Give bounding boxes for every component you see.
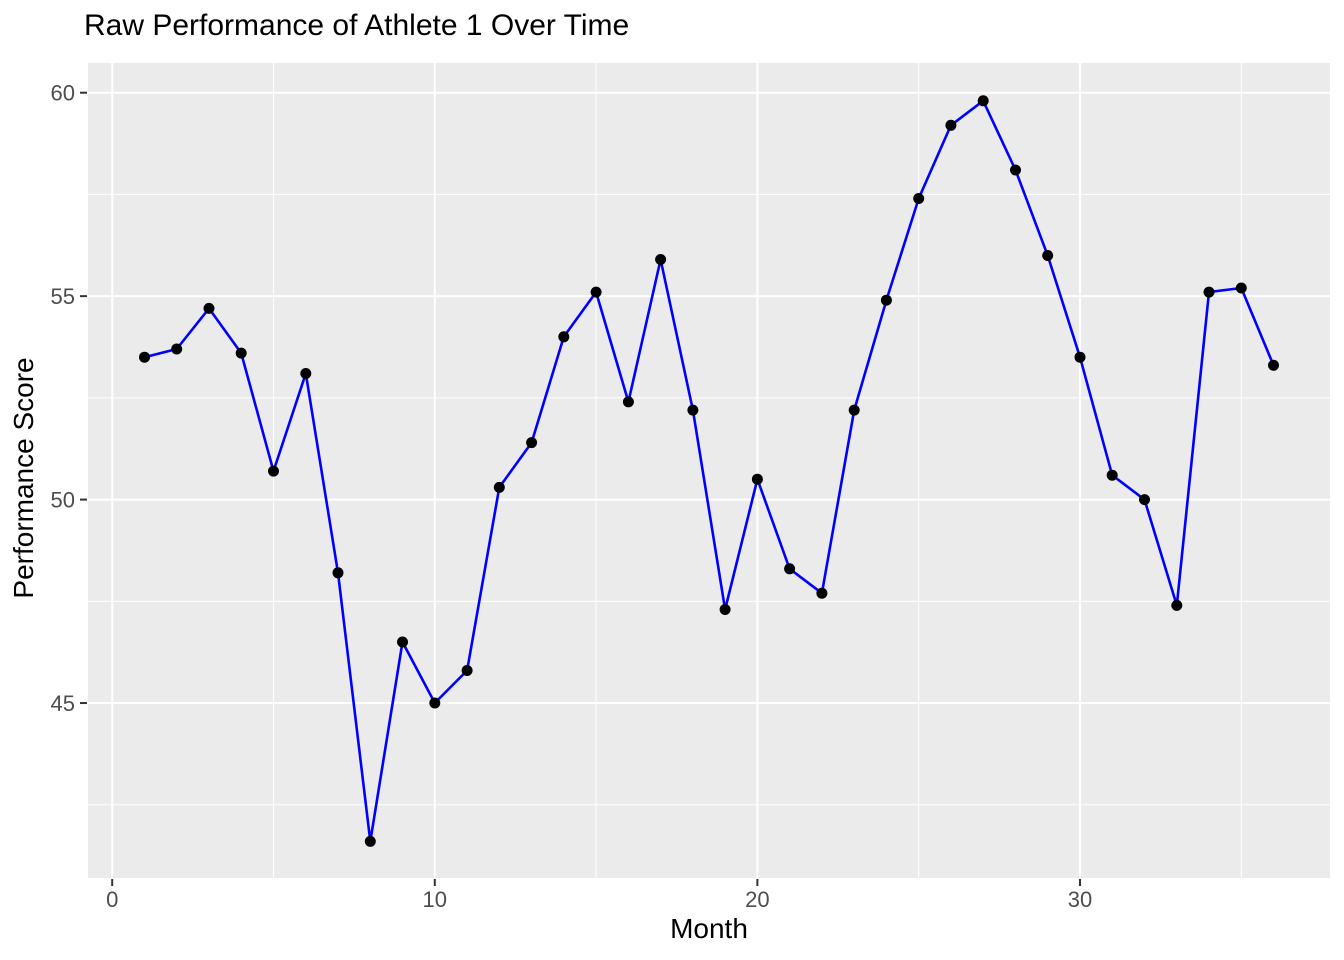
data-point — [880, 294, 892, 306]
data-point — [1074, 351, 1086, 363]
data-point — [655, 254, 667, 265]
x-tick-label: 30 — [1068, 887, 1092, 912]
x-tick-label: 10 — [423, 887, 447, 912]
data-point — [235, 347, 247, 359]
x-tick-label: 0 — [106, 887, 118, 912]
data-point — [1042, 250, 1054, 261]
data-point — [332, 567, 344, 579]
data-point — [1106, 469, 1118, 481]
data-point — [784, 563, 796, 575]
y-tick-label: 60 — [51, 81, 75, 106]
data-point — [558, 331, 570, 343]
x-tick-label: 20 — [745, 887, 769, 912]
data-point — [526, 437, 538, 449]
data-point — [977, 95, 989, 107]
data-point — [719, 604, 731, 615]
plot-panel — [88, 63, 1330, 878]
y-tick-label: 55 — [51, 284, 75, 309]
data-point — [493, 481, 505, 493]
data-point — [461, 665, 473, 676]
data-point — [1203, 286, 1215, 298]
y-tick-label: 45 — [51, 691, 75, 716]
y-axis-title: Performance Score — [8, 357, 39, 599]
data-point — [816, 587, 828, 599]
data-point — [203, 302, 215, 314]
data-point — [300, 368, 312, 379]
data-point — [590, 286, 602, 298]
data-point — [848, 404, 860, 416]
data-point — [913, 193, 925, 204]
chart-title: Raw Performance of Athlete 1 Over Time — [84, 9, 630, 42]
performance-line — [143, 99, 1275, 843]
data-point — [751, 473, 763, 485]
data-point — [139, 351, 150, 363]
data-point — [1171, 599, 1183, 611]
data-point — [397, 636, 408, 648]
data-point — [1139, 494, 1150, 506]
data-point — [1235, 282, 1247, 294]
data-point — [429, 697, 441, 709]
data-point — [622, 396, 634, 408]
data-point — [945, 119, 957, 131]
data-point — [268, 465, 279, 477]
data-point — [1010, 164, 1021, 176]
data-point — [364, 835, 376, 847]
y-tick-label: 50 — [51, 488, 75, 513]
data-point — [171, 343, 183, 355]
x-axis-title: Month — [670, 913, 748, 944]
data-point — [687, 404, 699, 416]
data-point — [1268, 359, 1279, 371]
